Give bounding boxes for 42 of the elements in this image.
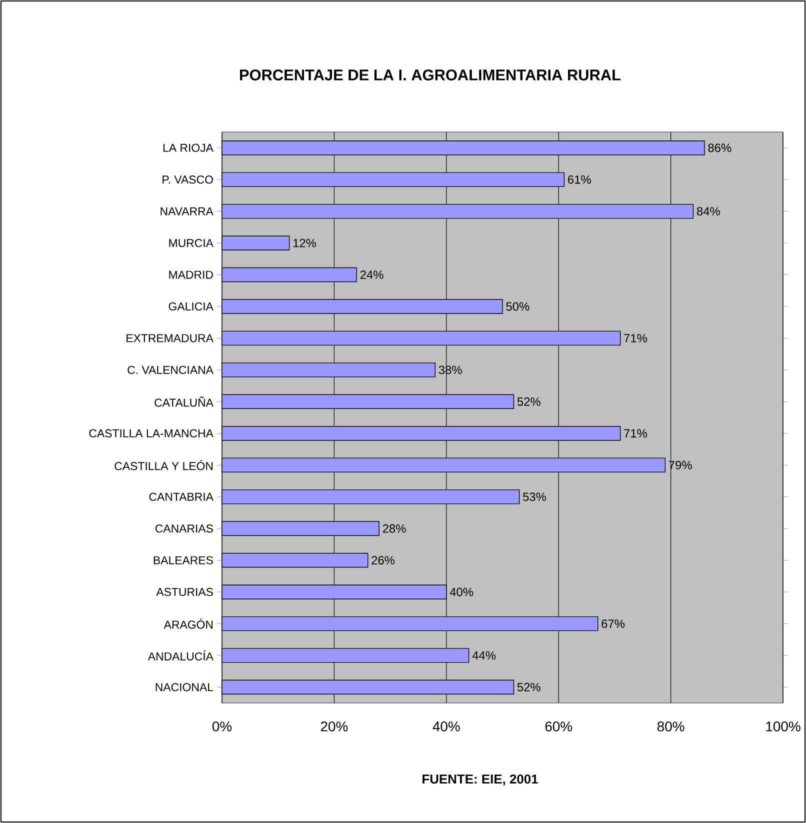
y-tick-label: ARAGÓN	[164, 618, 213, 629]
data-label: 71%	[624, 334, 648, 342]
data-label: 52%	[517, 397, 540, 406]
y-tick-label: CATALUÑA	[154, 396, 214, 407]
y-tick-label: CANTABRIA	[149, 492, 214, 501]
x-tick-label: 0%	[212, 722, 232, 732]
data-label: 52%	[517, 682, 540, 692]
data-label: 40%	[450, 588, 474, 596]
source-note: FUENTE: EIE, 2001	[422, 774, 538, 786]
x-tick-label: 40%	[432, 722, 460, 732]
data-label: 28%	[382, 524, 406, 533]
y-tick-label: ANDALUCÍA	[148, 650, 214, 660]
y-tick-label: CANARIAS	[155, 524, 213, 533]
data-label: 86%	[708, 144, 732, 152]
y-tick-label: BALEARES	[154, 556, 213, 564]
data-label: 71%	[624, 429, 648, 438]
data-label: 50%	[506, 302, 530, 311]
y-tick-label: C. VALENCIANA	[128, 366, 214, 374]
y-tick-label: GALICIA	[168, 302, 214, 311]
data-label: 24%	[360, 270, 384, 279]
x-tick-label: 100%	[766, 722, 800, 732]
x-tick-label: 20%	[320, 722, 348, 732]
y-tick-label: MADRID	[169, 270, 213, 279]
x-tick-label: 80%	[657, 722, 684, 732]
y-tick-label: NACIONAL	[156, 683, 214, 692]
y-tick-label: CASTILLA Y LEÓN	[114, 460, 213, 470]
y-tick-label: LA RIOJA	[163, 144, 214, 152]
y-tick-label: EXTREMADURA	[126, 334, 214, 342]
data-label: 61%	[568, 175, 591, 184]
y-tick-label: P. VASCO	[162, 176, 213, 184]
y-tick-label: ASTURIAS	[156, 588, 213, 596]
chart-title: PORCENTAJE DE LA I. AGROALIMENTARIA RURAL	[240, 70, 621, 80]
data-label: 53%	[523, 492, 546, 502]
data-label: 26%	[372, 556, 395, 564]
y-tick-label: CASTILLA LA-MANCHA	[89, 429, 214, 438]
y-tick-label: MURCIA	[169, 238, 214, 248]
data-label: 12%	[293, 238, 316, 248]
data-label: 67%	[602, 619, 625, 628]
y-tick-label: NAVARRA	[160, 207, 214, 216]
data-label: 84%	[696, 207, 720, 216]
data-label: 44%	[472, 651, 496, 660]
x-tick-label: 60%	[545, 722, 572, 732]
